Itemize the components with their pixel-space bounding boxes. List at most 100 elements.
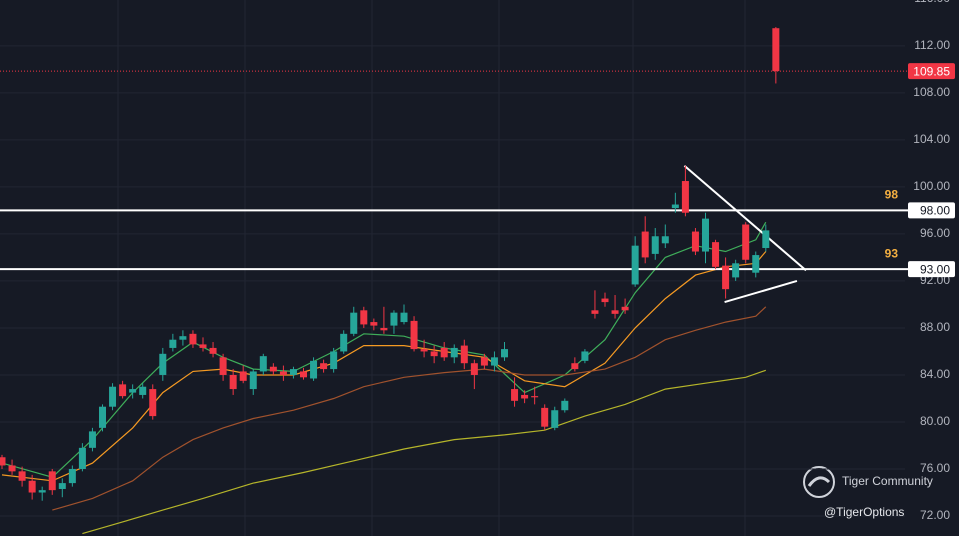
moving-average (52, 306, 767, 511)
candle-body (380, 327, 388, 331)
candle-body (671, 204, 679, 209)
candle-body (722, 265, 730, 290)
candle-body (762, 230, 770, 249)
candle-body (289, 369, 297, 375)
candle-body (752, 255, 760, 273)
candle-body (0, 457, 6, 466)
candle-body (501, 349, 508, 358)
candle-body (641, 231, 649, 258)
price-label-box (908, 63, 955, 80)
y-tick-label: 112.00 (914, 38, 950, 52)
candle-body (712, 242, 720, 267)
price-label-box (908, 202, 955, 219)
candle-body (702, 218, 709, 252)
y-tick-label: 80.00 (920, 414, 950, 428)
level-annotation: 98 (885, 188, 899, 202)
candle-body (681, 181, 689, 213)
candle-body (390, 312, 398, 326)
y-tick-label: 116.00 (914, 0, 950, 5)
candle-body (58, 483, 66, 489)
logo-mark (807, 476, 831, 487)
candle-body (28, 480, 36, 493)
trendline (724, 279, 798, 304)
candle-body (631, 245, 639, 285)
candle-body (360, 310, 368, 325)
moving-average (1, 221, 767, 478)
candle-body (551, 410, 559, 428)
candle-body (169, 339, 177, 348)
candle-body (541, 407, 549, 427)
candle-body (38, 490, 46, 493)
price-label: 109.85 (913, 64, 950, 78)
candle-body (199, 344, 207, 348)
y-tick-label: 100.00 (913, 179, 950, 193)
candle-body (400, 312, 408, 323)
candle-body (78, 447, 86, 469)
candle-body (450, 347, 458, 358)
y-tick-label: 96.00 (920, 226, 950, 240)
candle-body (219, 357, 227, 375)
watermark-text: Tiger Community (842, 474, 933, 488)
logo-ring (803, 466, 835, 498)
candle-body (159, 353, 167, 375)
candle-body (772, 28, 780, 72)
watermark-handle: @TigerOptions (824, 505, 904, 519)
candle-body (601, 298, 609, 303)
candle-body (269, 366, 277, 372)
candle-body (511, 389, 519, 401)
candle-body (440, 347, 448, 358)
y-tick-label: 72.00 (920, 508, 950, 522)
y-tick-label: 108.00 (913, 85, 950, 99)
price-label: 93.00 (920, 262, 950, 276)
trendline (683, 164, 807, 272)
candle-body (651, 236, 659, 254)
candle-body (581, 351, 589, 361)
candle-body (139, 386, 147, 395)
candle-body (179, 336, 187, 340)
candle-body (531, 396, 539, 398)
y-tick-label: 76.00 (920, 461, 950, 475)
candle-body (480, 357, 488, 366)
candle-body (611, 310, 619, 314)
candle-body (279, 371, 287, 375)
candle-body (259, 356, 267, 372)
level-annotation: 93 (885, 246, 899, 260)
candle-body (300, 371, 307, 378)
candle-body (470, 363, 478, 375)
price-label-box (908, 261, 955, 278)
candle-body (119, 384, 127, 397)
candle-body (691, 231, 699, 252)
candle-body (8, 465, 16, 472)
candle-body (430, 351, 438, 357)
candle-body (330, 351, 338, 370)
y-tick-label: 88.00 (920, 320, 950, 334)
candle-body (460, 345, 468, 364)
candle-body (490, 357, 498, 366)
watermark-logo (803, 466, 835, 498)
candle-body (68, 469, 76, 484)
y-tick-label: 104.00 (913, 132, 950, 146)
candle-body (320, 363, 328, 370)
candle-body (48, 471, 56, 491)
candle-body (732, 263, 740, 278)
candle-body (621, 306, 629, 311)
candle-body (521, 394, 529, 399)
candle-body (591, 310, 599, 314)
moving-average (82, 369, 766, 535)
candle-body (88, 431, 96, 448)
candle-body (420, 349, 428, 352)
candle-body (742, 224, 750, 260)
candle-body (350, 312, 358, 334)
candle-body (99, 406, 106, 428)
candle-body (661, 236, 669, 244)
candle-body (410, 320, 418, 350)
candle-body (249, 371, 257, 390)
candle-body (310, 360, 318, 379)
candle-body (340, 333, 348, 352)
candle-body (129, 389, 137, 393)
candle-body (109, 386, 117, 407)
candle-body (209, 347, 217, 354)
candle-body (229, 374, 237, 390)
